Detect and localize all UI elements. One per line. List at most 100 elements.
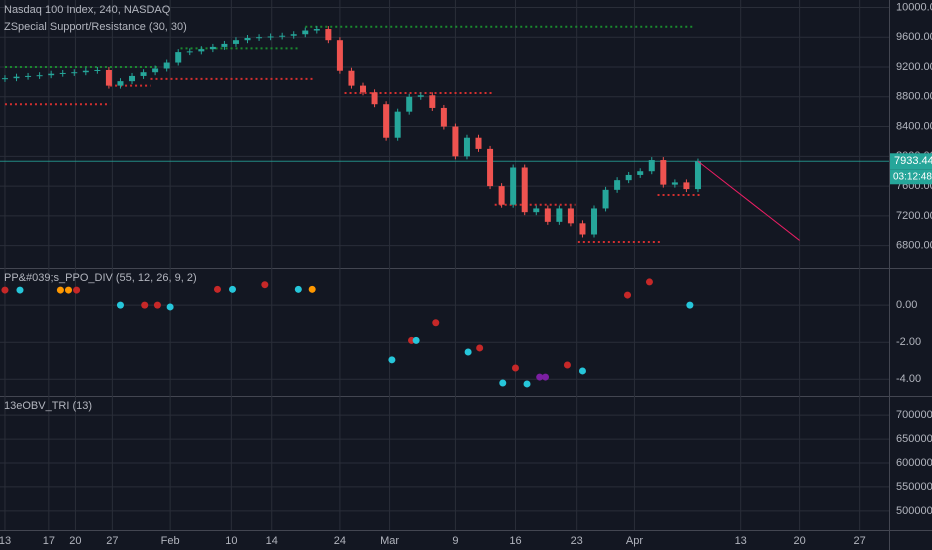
candle-body bbox=[117, 81, 124, 86]
ppo-dot bbox=[464, 348, 472, 356]
x-tick-label: 27 bbox=[854, 535, 866, 547]
ppo-dot bbox=[308, 285, 316, 293]
ppo-dot bbox=[624, 291, 632, 299]
candle-body bbox=[13, 76, 20, 79]
pane-title: Nasdaq 100 Index, 240, NASDAQ bbox=[4, 4, 171, 16]
candle-body bbox=[267, 36, 274, 38]
candle-body bbox=[452, 126, 459, 157]
candle-body bbox=[325, 29, 332, 41]
candle-body bbox=[463, 137, 470, 157]
candle-body bbox=[360, 85, 367, 93]
candle-body bbox=[406, 96, 413, 112]
x-tick-label: 14 bbox=[266, 535, 278, 547]
y-tick-label: 6800.00 bbox=[896, 240, 932, 252]
candle-body bbox=[660, 160, 667, 185]
ppo-dot bbox=[73, 286, 81, 294]
candle-body bbox=[129, 75, 136, 82]
candle-body bbox=[94, 69, 101, 71]
x-tick-label: Feb bbox=[161, 535, 180, 547]
y-tick-label: 0.00 bbox=[896, 299, 917, 311]
x-tick-label: 27 bbox=[106, 535, 118, 547]
candle-body bbox=[614, 180, 621, 190]
candle-body bbox=[429, 95, 436, 108]
ppo-dot bbox=[116, 301, 124, 309]
ppo-dot bbox=[229, 285, 237, 293]
x-tick-label: 13 bbox=[735, 535, 747, 547]
candle-body bbox=[602, 189, 609, 209]
projection-line bbox=[697, 160, 800, 241]
candle-body bbox=[544, 208, 551, 222]
ppo-dot bbox=[511, 364, 519, 372]
candle-body bbox=[279, 35, 286, 37]
candle-body bbox=[533, 208, 540, 213]
candle-body bbox=[105, 69, 112, 86]
candle-body bbox=[371, 92, 378, 105]
candle-body bbox=[256, 37, 263, 39]
candle-body bbox=[209, 46, 216, 50]
candle-body bbox=[25, 75, 32, 77]
y-tick-label: 500000.00 bbox=[896, 505, 932, 517]
ppo-dot bbox=[432, 319, 440, 327]
x-tick-label: 10 bbox=[225, 535, 237, 547]
candle-body bbox=[152, 68, 159, 73]
ppo-dot bbox=[523, 380, 531, 388]
ppo-dot bbox=[294, 285, 302, 293]
ppo-dot bbox=[499, 379, 507, 387]
x-tick-label: 13 bbox=[0, 535, 11, 547]
ppo-dot bbox=[1, 286, 9, 294]
ppo-dot bbox=[542, 373, 550, 381]
candle-body bbox=[498, 186, 505, 205]
ppo-dot bbox=[166, 303, 174, 311]
candle-body bbox=[510, 167, 517, 205]
ppo-dot bbox=[56, 286, 64, 294]
candle-body bbox=[186, 51, 193, 53]
x-tick-label: 9 bbox=[452, 535, 458, 547]
ppo-dot bbox=[645, 278, 653, 286]
candle-body bbox=[417, 95, 424, 97]
candle-body bbox=[694, 161, 701, 190]
candle-body bbox=[671, 182, 678, 185]
y-tick-label: 650000.00 bbox=[896, 433, 932, 445]
ppo-dot bbox=[536, 373, 544, 381]
y-tick-label: 8400.00 bbox=[896, 120, 932, 132]
last-price-label: 7933.44 bbox=[894, 155, 932, 167]
candle-body bbox=[487, 148, 494, 187]
x-tick-label: 20 bbox=[793, 535, 805, 547]
candle-body bbox=[383, 104, 390, 138]
ppo-dot bbox=[141, 301, 149, 309]
ppo-dot bbox=[686, 301, 694, 309]
candle-body bbox=[244, 37, 251, 41]
x-tick-label: 23 bbox=[571, 535, 583, 547]
ppo-dot bbox=[476, 344, 484, 352]
candle-body bbox=[163, 62, 170, 69]
candle-body bbox=[556, 208, 563, 222]
candle-body bbox=[475, 137, 482, 149]
x-tick-label: 24 bbox=[334, 535, 346, 547]
y-tick-label: -2.00 bbox=[896, 336, 921, 348]
grid bbox=[0, 0, 889, 530]
x-tick-label: 17 bbox=[43, 535, 55, 547]
ppo-dot bbox=[578, 367, 586, 375]
candle-body bbox=[140, 72, 147, 76]
candle-body bbox=[637, 171, 644, 175]
candle-body bbox=[648, 160, 655, 172]
candle-body bbox=[290, 34, 297, 36]
candle-body bbox=[579, 223, 586, 235]
candle-body bbox=[683, 182, 690, 190]
ppo-dot bbox=[388, 356, 396, 364]
y-tick-label: -4.00 bbox=[896, 373, 921, 385]
x-tick-label: 16 bbox=[509, 535, 521, 547]
candle-body bbox=[48, 73, 55, 76]
candle-body bbox=[348, 70, 355, 86]
ppo-dot bbox=[153, 301, 161, 309]
y-tick-label: 8800.00 bbox=[896, 91, 932, 103]
y-tick-label: 9600.00 bbox=[896, 31, 932, 43]
candle-body bbox=[175, 52, 182, 63]
y-tick-label: 7200.00 bbox=[896, 210, 932, 222]
candle-body bbox=[59, 72, 66, 74]
y-tick-label: 10000.00 bbox=[896, 1, 932, 13]
x-tick-label: 20 bbox=[69, 535, 81, 547]
candle-body bbox=[440, 107, 447, 127]
